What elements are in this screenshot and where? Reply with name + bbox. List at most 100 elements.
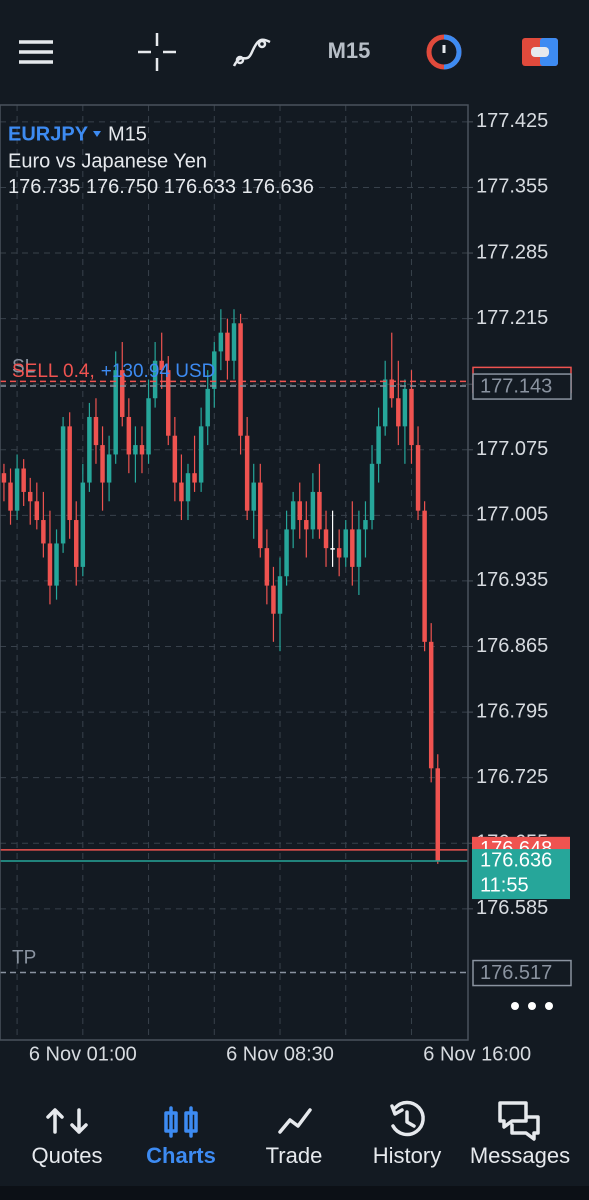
candle bbox=[47, 510, 53, 605]
nav-icon bbox=[164, 1106, 198, 1138]
candle-body bbox=[356, 529, 362, 567]
candle bbox=[80, 463, 86, 577]
candle-body bbox=[74, 520, 79, 567]
candle-body bbox=[225, 332, 230, 361]
candle bbox=[113, 351, 118, 464]
candle bbox=[41, 491, 46, 558]
candle bbox=[225, 318, 230, 380]
trade-history-toggle[interactable] bbox=[426, 34, 462, 70]
candle-body bbox=[106, 454, 112, 483]
candle bbox=[297, 482, 302, 539]
order-label: SELL 0.4, +130.94 USD bbox=[12, 361, 215, 382]
candle bbox=[376, 407, 381, 483]
y-tick-label: 177.285 bbox=[476, 241, 548, 263]
nav-icon bbox=[46, 1108, 88, 1134]
candle bbox=[1, 463, 7, 502]
candle bbox=[172, 416, 178, 502]
level-price-box bbox=[472, 959, 572, 987]
indicators-button[interactable] bbox=[232, 38, 271, 67]
candle bbox=[14, 454, 20, 521]
candle-body bbox=[54, 543, 59, 586]
candle bbox=[284, 510, 289, 586]
candle-body bbox=[350, 529, 355, 567]
candle-body bbox=[382, 379, 388, 427]
nav-item[interactable]: Trade bbox=[266, 1108, 323, 1168]
crosshair-button[interactable] bbox=[138, 33, 176, 71]
level-label: SL bbox=[12, 356, 35, 377]
nav-label: History bbox=[373, 1143, 441, 1168]
ohlc-low: 176.633 bbox=[164, 176, 236, 198]
candle-body bbox=[271, 585, 276, 614]
candle-body bbox=[120, 370, 125, 417]
candle-body bbox=[152, 360, 158, 399]
nav-label: Charts bbox=[146, 1143, 216, 1168]
x-tick-label: 6 Nov 08:30 bbox=[226, 1043, 334, 1065]
candle-body bbox=[47, 543, 53, 586]
candle bbox=[244, 416, 250, 521]
candle-body bbox=[231, 323, 237, 361]
candle-body bbox=[238, 323, 243, 436]
candle-body bbox=[409, 388, 414, 446]
overlay: 177.425177.355177.285177.215177.145177.0… bbox=[12, 110, 572, 1065]
nav-icon bbox=[278, 1108, 312, 1134]
candle bbox=[198, 407, 204, 492]
candle-body bbox=[185, 473, 191, 502]
candle-body bbox=[396, 398, 401, 427]
menu-button[interactable] bbox=[19, 40, 53, 64]
candle bbox=[435, 754, 440, 864]
more-button[interactable] bbox=[511, 1002, 553, 1010]
symbol[interactable]: EURJPY bbox=[8, 123, 89, 145]
y-tick-label: 176.585 bbox=[476, 897, 548, 919]
candle bbox=[34, 482, 40, 530]
candle-body bbox=[67, 426, 72, 521]
y-tick-label: 177.425 bbox=[476, 110, 548, 132]
candle-body bbox=[389, 379, 394, 399]
nav-item[interactable]: Messages bbox=[470, 1101, 570, 1168]
candle-body bbox=[159, 360, 164, 371]
candle-body bbox=[87, 416, 92, 483]
candle bbox=[120, 342, 125, 427]
one-click-trading[interactable] bbox=[522, 38, 558, 66]
candle bbox=[60, 416, 66, 553]
candle-body bbox=[139, 445, 145, 455]
candle bbox=[212, 342, 217, 408]
y-tick-label: 177.355 bbox=[476, 176, 548, 198]
nav-item[interactable]: Charts bbox=[146, 1106, 216, 1168]
candle bbox=[389, 332, 394, 408]
candle-body bbox=[100, 445, 105, 483]
candle bbox=[100, 426, 105, 511]
candle-body bbox=[251, 482, 256, 511]
candle bbox=[146, 379, 151, 464]
candle bbox=[238, 313, 243, 455]
candle-body bbox=[297, 501, 302, 521]
candle-body bbox=[258, 482, 263, 549]
candle bbox=[336, 529, 342, 577]
candle bbox=[166, 356, 171, 446]
candle-body bbox=[212, 351, 217, 389]
candle-body bbox=[277, 576, 283, 614]
bar-countdown: 11:55 bbox=[480, 874, 529, 896]
candle bbox=[251, 463, 256, 539]
nav-label: Messages bbox=[470, 1143, 570, 1168]
candle bbox=[54, 529, 59, 600]
x-tick-label: 6 Nov 16:00 bbox=[423, 1043, 531, 1065]
y-tick-label: 176.935 bbox=[476, 569, 548, 591]
candle bbox=[218, 309, 224, 371]
y-tick-label: 177.215 bbox=[476, 307, 548, 329]
candle bbox=[396, 360, 401, 446]
nav-item[interactable]: History bbox=[373, 1100, 441, 1168]
candle-body bbox=[336, 548, 342, 558]
candle bbox=[323, 510, 329, 567]
nav-item[interactable]: Quotes bbox=[32, 1108, 103, 1168]
timeframe-button[interactable]: M15 bbox=[328, 38, 371, 63]
system-bar bbox=[0, 1186, 589, 1200]
candle bbox=[258, 463, 263, 558]
candle bbox=[133, 426, 138, 483]
candle bbox=[271, 566, 276, 642]
candle-body bbox=[28, 491, 33, 502]
candle-body bbox=[376, 426, 381, 464]
candle-body bbox=[41, 520, 46, 544]
candle-body bbox=[1, 473, 7, 483]
symbol-dropdown-icon[interactable] bbox=[93, 131, 101, 137]
